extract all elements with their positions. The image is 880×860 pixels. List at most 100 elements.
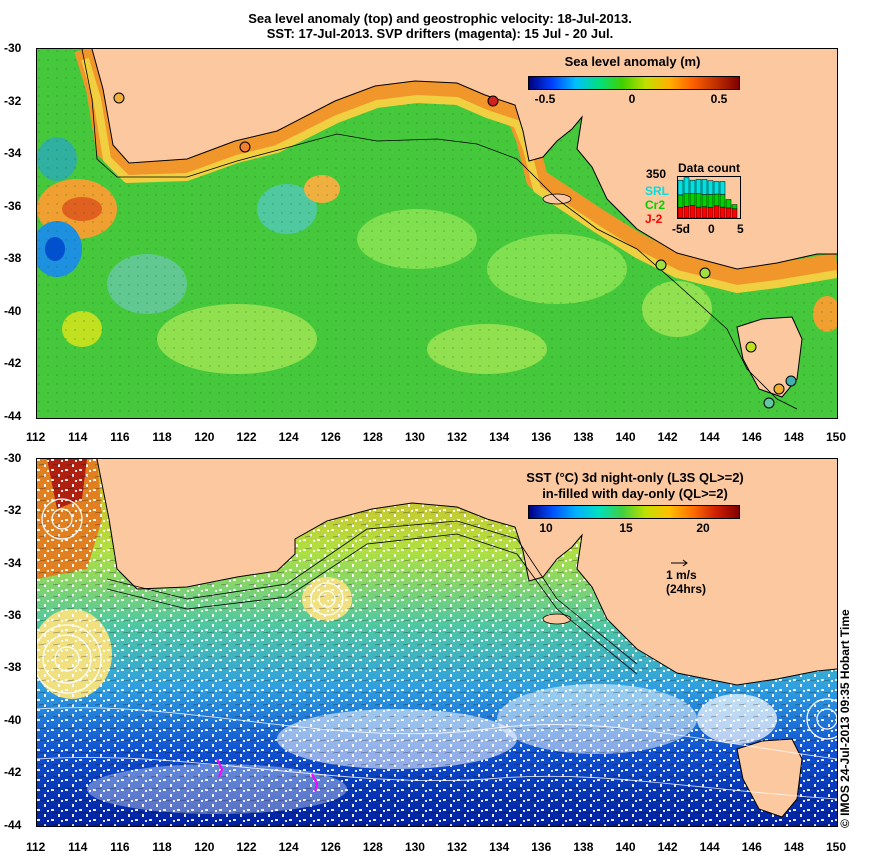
x-tick: 118 (152, 430, 172, 444)
x-tick: 118 (152, 840, 172, 854)
histogram-bar-cr2 (713, 193, 720, 207)
x-tick: 142 (657, 840, 678, 854)
histogram-bar-srl (683, 177, 690, 194)
mission-label-srl: SRL (645, 184, 669, 198)
sla-colorbar-title: Sea level anomaly (m) (564, 54, 701, 69)
x-tick: 150 (826, 430, 847, 444)
x-tick: 146 (741, 430, 762, 444)
x-tick: 122 (236, 840, 257, 854)
x-tick: 112 (26, 430, 46, 444)
x-tick: 138 (573, 430, 594, 444)
x-tick: 150 (826, 840, 847, 854)
x-tick: 128 (362, 430, 383, 444)
eddy-contours (37, 498, 837, 740)
y-tick: -44 (4, 818, 22, 832)
histogram-bar-j2 (707, 207, 714, 219)
data-count-axis-label: 0 (708, 222, 715, 236)
drifter-track (311, 773, 319, 792)
title-line-1: Sea level anomaly (top) and geostrophic … (248, 11, 632, 26)
histogram-bar-srl (713, 181, 720, 195)
x-tick: 120 (194, 430, 215, 444)
y-tick: -40 (4, 304, 22, 318)
x-tick: 124 (278, 430, 299, 444)
x-tick: 130 (404, 840, 425, 854)
sst-colorbar-label: 20 (696, 521, 710, 535)
histogram-bar-srl (701, 179, 708, 195)
x-tick: 120 (194, 840, 215, 854)
x-tick: 144 (699, 840, 720, 854)
y-tick: -38 (4, 660, 22, 674)
y-tick: -32 (4, 94, 22, 108)
y-tick: -34 (4, 146, 22, 160)
x-tick: 114 (68, 840, 88, 854)
title-line-2: SST: 17-Jul-2013. SVP drifters (magenta)… (266, 26, 614, 41)
isobath-line (81, 49, 798, 410)
x-tick: 128 (362, 840, 383, 854)
sst-colorbar (528, 505, 740, 519)
x-tick: 114 (68, 430, 88, 444)
y-tick: -42 (4, 765, 22, 779)
y-tick: -36 (4, 608, 22, 622)
data-count-histogram (677, 176, 741, 219)
data-count-axis-label: 5 (737, 222, 744, 236)
sla-colorbar-label: 0 (628, 92, 636, 106)
sst-map-panel (36, 458, 838, 827)
histogram-bar-j2 (731, 208, 738, 219)
histogram-bar-cr2 (689, 193, 696, 206)
sst-colorbar-label: 15 (619, 521, 633, 535)
histogram-bar-cr2 (677, 194, 684, 208)
histogram-bar-j2 (683, 205, 690, 219)
histogram-bar-srl (707, 180, 714, 195)
histogram-bar-srl (677, 179, 684, 196)
y-tick: -44 (4, 409, 22, 423)
histogram-bar-cr2 (707, 194, 714, 208)
y-tick: -40 (4, 713, 22, 727)
histogram-bar-cr2 (725, 199, 732, 209)
sst-colorbar-label: 10 (539, 521, 553, 535)
y-tick: -30 (4, 41, 22, 55)
current-streamlines (106, 520, 638, 675)
histogram-bar-j2 (701, 206, 708, 219)
x-tick: 126 (320, 430, 341, 444)
land-tasmania (737, 317, 802, 397)
histogram-bar-cr2 (683, 193, 690, 207)
histogram-bar-cr2 (695, 193, 702, 208)
x-tick: 116 (110, 840, 130, 854)
x-tick: 134 (489, 430, 510, 444)
histogram-bar-j2 (725, 207, 732, 219)
histogram-bar-srl (689, 179, 696, 194)
sla-map (37, 49, 837, 418)
x-tick: 116 (110, 430, 130, 444)
x-tick: 132 (447, 840, 468, 854)
histogram-bar-j2 (695, 206, 702, 219)
sst-map (37, 459, 837, 826)
data-count-axis-label: -5d (672, 222, 690, 236)
velocity-scale-sublabel: (24hrs) (666, 582, 707, 596)
x-tick: 130 (404, 430, 425, 444)
x-tick: 138 (573, 840, 594, 854)
x-tick: 124 (278, 840, 299, 854)
x-tick: 134 (489, 840, 510, 854)
histogram-bar-srl (695, 179, 702, 194)
histogram-bar-cr2 (719, 194, 726, 208)
histogram-bar-j2 (719, 206, 726, 219)
y-tick: -30 (4, 451, 22, 465)
histogram-bar-cr2 (701, 194, 708, 207)
mission-label-cr2: Cr2 (645, 198, 666, 212)
x-tick: 144 (699, 430, 720, 444)
x-tick: 148 (783, 430, 804, 444)
x-tick: 136 (531, 430, 552, 444)
data-count-title: Data count (678, 161, 741, 175)
y-tick: -34 (4, 556, 22, 570)
x-tick: 148 (783, 840, 804, 854)
sst-colorbar-title-1: SST (°C) 3d night-only (L3S QL>=2) (526, 470, 744, 485)
sla-colorbar-label: 0.5 (710, 92, 728, 106)
velocity-scale-label: 1 m/s (666, 568, 697, 582)
coastal-anomaly-band (74, 49, 837, 290)
y-tick: -42 (4, 356, 22, 370)
data-count-max: 350 (646, 167, 667, 181)
drifter-track (216, 758, 224, 778)
sla-map-panel (36, 48, 838, 419)
histogram-bar-j2 (677, 207, 684, 219)
y-tick: -36 (4, 199, 22, 213)
